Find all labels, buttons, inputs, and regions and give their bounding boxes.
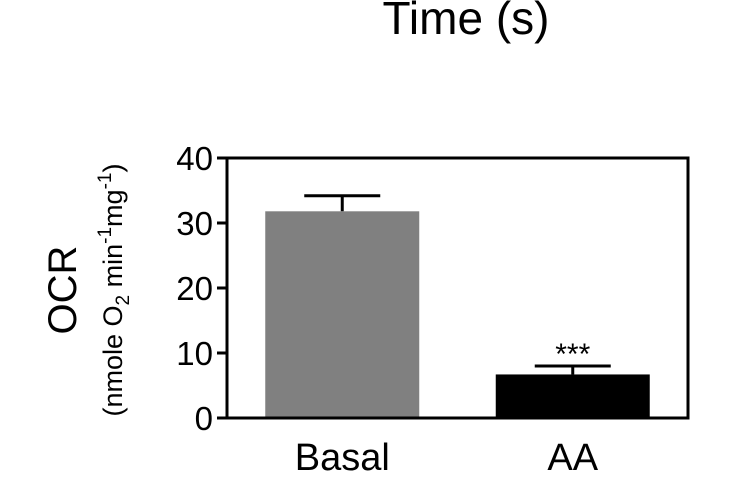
bar-aa	[495, 374, 650, 418]
category-label-basal: Basal	[295, 437, 390, 479]
category-label-aa: AA	[547, 437, 598, 479]
significance-label-aa: ***	[555, 338, 590, 371]
plot-frame	[225, 156, 690, 420]
y-tick-label-4: 40	[176, 140, 213, 177]
y-tick-label-3: 30	[176, 205, 213, 242]
bar-basal	[265, 211, 420, 418]
category-labels: Basal AA	[295, 437, 599, 479]
y-axis-unit: (nmole O2 min-1mg-1)	[95, 164, 134, 417]
bars-layer: ***	[265, 194, 650, 418]
y-tick-label-1: 10	[176, 335, 213, 372]
y-axis-ticks: 0 10 20 30 40	[176, 140, 227, 437]
y-axis-title: OCR	[41, 246, 85, 335]
y-tick-label-2: 20	[176, 270, 213, 307]
cropped-header-text: Time (s)	[383, 0, 550, 44]
y-tick-label-0: 0	[195, 400, 213, 437]
